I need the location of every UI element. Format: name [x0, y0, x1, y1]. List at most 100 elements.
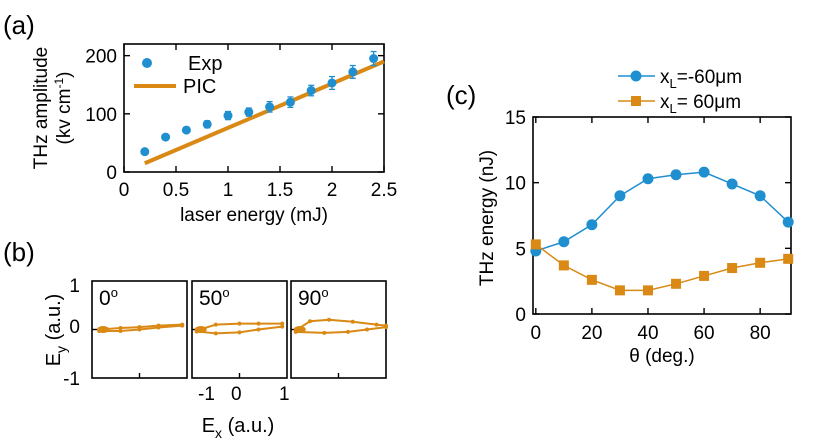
panel-c-ylabel-text: THz energy (nJ): [477, 150, 498, 286]
panel-a-xtick-label: 0: [119, 180, 130, 201]
trajectory-point: [137, 327, 142, 332]
exp-point: [202, 119, 212, 129]
exp-point: [265, 102, 275, 112]
series-1-point: [642, 285, 653, 296]
legend-xl-60-sub: L: [670, 101, 677, 116]
trajectory-point: [365, 327, 369, 332]
trajectory-point: [237, 321, 242, 326]
trajectory-lower: [295, 326, 387, 334]
legend-xl-neg60-label: xL=-60μm: [660, 67, 742, 91]
series-0-line: [535, 171, 789, 252]
series-1-point: [727, 263, 738, 274]
exp-point: [244, 107, 254, 117]
panel-c-tick-labels: 0 20 40 60 80 0 5 10 15: [505, 108, 771, 344]
panel-a-ylabel: THz amplitude: [31, 47, 52, 170]
panel-a-ylabel-line1: THz amplitude: [31, 47, 52, 170]
trajectory-point: [374, 322, 379, 327]
panel-c-series: [530, 166, 794, 296]
series-1-point: [530, 239, 541, 250]
trajectory-point: [118, 326, 123, 331]
legend-xl-60-post: = 60μm: [677, 92, 741, 113]
panel-a-ticks: [123, 44, 385, 173]
panel-a-ylabel-units-post: ): [54, 72, 75, 78]
series-1-point: [783, 253, 794, 264]
series-1-point: [699, 270, 710, 281]
legend-xl-60-main: x: [660, 92, 670, 113]
series-0-point: [614, 190, 626, 202]
subplot-angle-degree: o: [222, 285, 229, 300]
panel-a-xtick-label: 0.5: [163, 180, 189, 201]
series-0-point: [558, 236, 570, 248]
subplot-angle-degree: o: [111, 285, 118, 300]
subplot-angle-label: 50o: [199, 285, 230, 310]
panel-c-ticks: [533, 116, 791, 315]
series-0-point: [698, 166, 710, 178]
subplot-0-deg: 0o: [91, 280, 188, 379]
panel-a-ytick-label: 0: [106, 163, 117, 184]
pic-line: [144, 59, 385, 166]
panel-a-xtick-label: 1.5: [267, 180, 293, 201]
legend-xl-neg60-post: =-60μm: [677, 67, 742, 88]
panel-a-ytick-label: 200: [85, 47, 117, 68]
trajectory-point: [256, 327, 261, 332]
trajectory-point: [156, 325, 161, 330]
series-1-line: [535, 243, 789, 292]
legend-exp-label: Exp: [188, 53, 222, 75]
panel-c-ytick-label: 15: [505, 108, 526, 129]
subplot-angle-value: 0: [99, 287, 111, 310]
panel-b-xlabel: Ex (a.u.): [202, 415, 275, 441]
subplot-angle-degree: o: [321, 285, 328, 300]
panel-a-tick-labels: 0 0.5 1 1.5 2 2.5 0 100 200: [85, 47, 397, 201]
series-0-point: [642, 173, 654, 185]
panel-a-xtick-label: 2.5: [371, 180, 397, 201]
trajectory-point: [280, 321, 285, 326]
panel-a-pic-series: [144, 59, 385, 166]
trajectory-point: [180, 323, 185, 328]
panel-c-xtick-label: 0: [531, 323, 542, 344]
legend-xl-neg60-marker: [630, 70, 642, 82]
trajectory-point: [213, 331, 218, 336]
panel-a-ylabel-units-sup: -1: [52, 78, 66, 89]
panel-a-xtick-label: 2: [327, 180, 338, 201]
panel-b-xtick-label-left: -1: [198, 384, 215, 405]
legend-exp-marker: [142, 58, 152, 68]
panel-c-ytick-label: 10: [505, 174, 526, 195]
series-1-point: [614, 285, 625, 296]
panel-a-ylabel-units: (kv cm-1): [52, 72, 75, 145]
trajectory-origin-blob: [97, 326, 110, 333]
exp-point: [306, 86, 316, 96]
series-0-point: [782, 216, 794, 228]
panel-a-xtick-label: 1: [223, 180, 234, 201]
series-1-point: [671, 278, 682, 289]
trajectory-point: [213, 322, 218, 327]
exp-point: [140, 147, 150, 157]
panel-c-legend: xL=-60μm xL= 60μm: [618, 67, 742, 116]
trajectory-point: [384, 325, 388, 330]
panel-a-exp-series: [140, 50, 379, 157]
panel-c-ylabel: THz energy (nJ): [477, 150, 498, 286]
panel-b-ytick-label-bottom: -1: [63, 369, 80, 390]
series-1-point: [558, 260, 569, 271]
svg-text:(kv cm-1): (kv cm-1): [52, 72, 75, 145]
exp-point: [181, 125, 191, 135]
subplot-90-deg: 90o: [290, 280, 388, 379]
subplot-angle-label: 0o: [99, 285, 118, 310]
series-0-point: [726, 178, 738, 190]
panel-c-xtick-label: 80: [750, 323, 771, 344]
panel-b-ylabel-post: (a.u.): [43, 294, 65, 346]
panel-label-b: (b): [3, 237, 35, 267]
panel-label-a: (a): [3, 10, 35, 40]
panel-c-frame: [532, 116, 792, 315]
exp-point: [369, 54, 379, 64]
panel-c-xtick-label: 20: [581, 323, 602, 344]
series-0-point: [670, 169, 682, 181]
legend-xl-60-label: xL= 60μm: [660, 92, 741, 116]
subplot-50-deg: 50o: [191, 280, 288, 379]
trajectory-point: [350, 319, 355, 324]
trajectory-point: [280, 324, 285, 329]
panel-a-ytick-label: 100: [85, 105, 117, 126]
subplot-angle-label: 90o: [298, 285, 329, 310]
series-1-point: [755, 257, 766, 268]
subplot-angle-value: 50: [199, 287, 222, 310]
